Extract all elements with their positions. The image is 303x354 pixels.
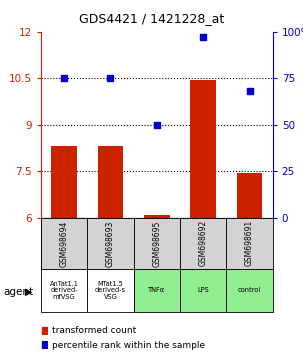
Point (62, 75, 67, 81)
Bar (134, 218, 180, 269)
Text: GSM698691: GSM698691 (245, 220, 254, 267)
Bar (226, 218, 273, 269)
Point (201, 35, 205, 40)
Bar (42, 341, 48, 348)
Text: AnTat1.1
derived-
mfVSG: AnTat1.1 derived- mfVSG (50, 281, 78, 300)
Bar (41, 218, 87, 269)
Bar (226, 269, 273, 312)
Text: control: control (238, 287, 261, 293)
Text: GSM698692: GSM698692 (199, 220, 208, 267)
Text: TNFα: TNFα (148, 287, 165, 293)
Bar (98, 147, 123, 218)
Text: GSM698694: GSM698694 (60, 220, 68, 267)
Text: GSM698695: GSM698695 (152, 220, 161, 267)
Bar (237, 173, 262, 218)
Bar (190, 80, 216, 218)
Text: agent: agent (3, 287, 33, 297)
Bar (51, 147, 77, 218)
Bar (180, 218, 226, 269)
Text: MTat1.5
derived-s
VSG: MTat1.5 derived-s VSG (95, 281, 126, 300)
Text: GDS4421 / 1421228_at: GDS4421 / 1421228_at (79, 12, 224, 25)
Point (155, 122, 159, 128)
Bar (134, 269, 180, 312)
Point (108, 75, 113, 81)
Bar (144, 215, 170, 218)
Text: transformed count: transformed count (52, 326, 136, 336)
Text: GSM698693: GSM698693 (106, 220, 115, 267)
Bar (42, 327, 48, 334)
Point (247, 88, 252, 94)
Text: LPS: LPS (197, 287, 209, 293)
Bar (87, 269, 134, 312)
Bar (87, 218, 134, 269)
Bar (41, 269, 87, 312)
Bar (180, 269, 226, 312)
Text: ▶: ▶ (25, 287, 32, 297)
Text: percentile rank within the sample: percentile rank within the sample (52, 341, 205, 350)
